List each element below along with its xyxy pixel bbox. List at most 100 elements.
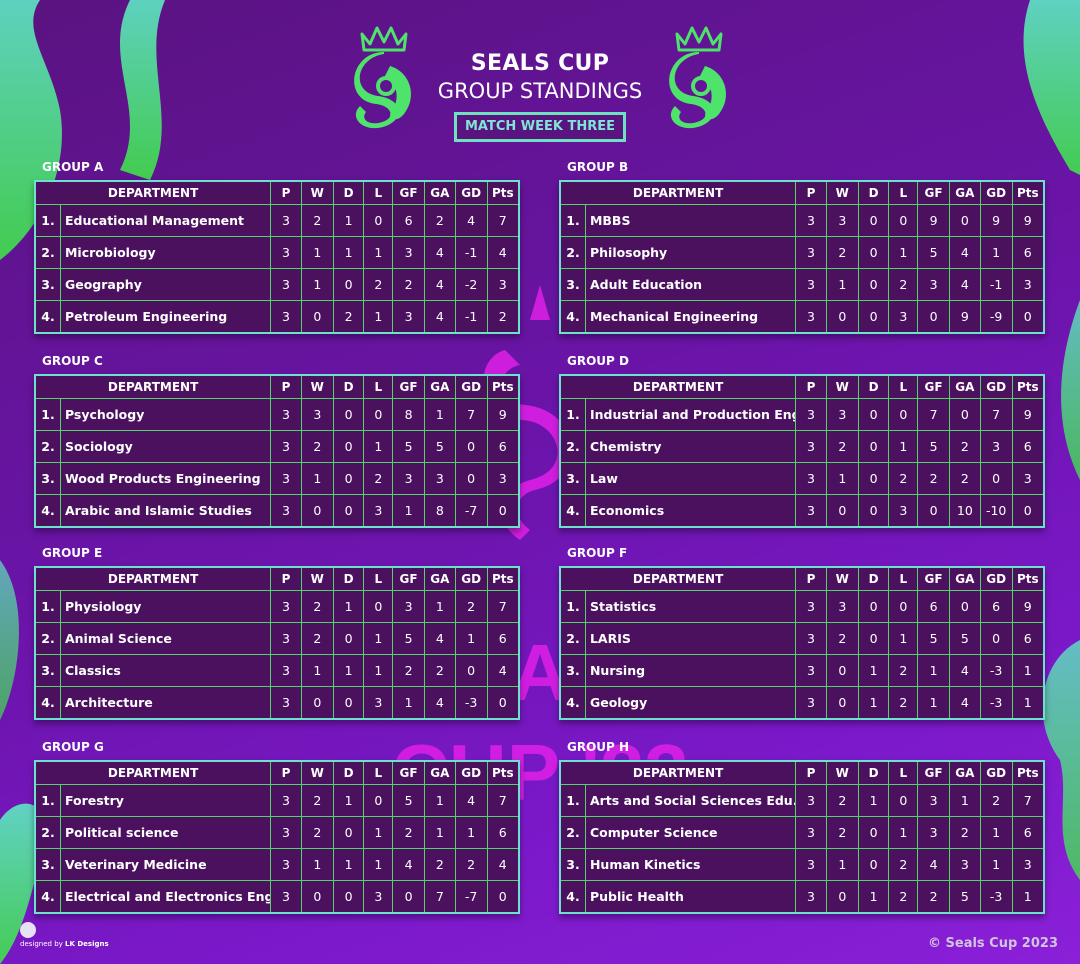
- department-cell: Human Kinetics: [584, 848, 797, 881]
- department-cell: Classics: [59, 654, 272, 687]
- seal-crown-logo-left: [354, 26, 412, 129]
- drawn-cell: 1: [857, 784, 890, 817]
- goals-against-cell: 3: [423, 462, 456, 495]
- drawn-cell: 0: [857, 430, 890, 463]
- copyright: © Seals Cup 2023: [927, 936, 1058, 951]
- drawn-cell: 0: [332, 430, 365, 463]
- goals-against-cell: 2: [423, 204, 456, 237]
- lost-cell: 1: [363, 654, 394, 687]
- goal-difference-cell: -3: [979, 654, 1013, 687]
- goals-against-cell: 4: [948, 654, 981, 687]
- goal-difference-cell: -1: [454, 300, 488, 334]
- column-header: GF: [917, 374, 950, 399]
- goals-against-cell: 9: [948, 300, 981, 334]
- lost-cell: 0: [363, 204, 394, 237]
- won-cell: 2: [300, 816, 334, 849]
- drawn-cell: 1: [332, 236, 365, 269]
- rank-cell: 2.: [34, 236, 61, 269]
- goal-difference-cell: 1: [979, 848, 1013, 881]
- points-cell: 1: [1011, 654, 1045, 687]
- drawn-cell: 0: [332, 398, 365, 431]
- lost-cell: 2: [888, 848, 919, 881]
- won-cell: 1: [300, 268, 334, 301]
- table-row: 3. Classics 3 1 1 1 2 2 0 4: [34, 654, 520, 687]
- column-header: P: [270, 180, 302, 205]
- column-header: Pts: [1011, 374, 1045, 399]
- column-header: Pts: [486, 566, 520, 591]
- goals-for-cell: 0: [917, 300, 950, 334]
- department-cell: Veterinary Medicine: [59, 848, 272, 881]
- column-header: DEPARTMENT: [34, 180, 272, 205]
- column-header: D: [332, 566, 365, 591]
- won-cell: 2: [825, 784, 859, 817]
- table-row: 4. Economics 3 0 0 3 0 10 -10 0: [559, 494, 1045, 528]
- column-header: GD: [454, 566, 488, 591]
- drawn-cell: 0: [857, 236, 890, 269]
- header-row: DEPARTMENT P W D L GF GA GD Pts: [34, 760, 520, 785]
- won-cell: 0: [300, 880, 334, 914]
- rank-cell: 3.: [559, 654, 586, 687]
- rank-cell: 4.: [34, 686, 61, 720]
- group-g: GROUP G DEPARTMENT P W D L GF GA GD Pts 1. Forestr…: [34, 740, 520, 914]
- page-title: SEALS CUP: [470, 51, 610, 76]
- column-header: Pts: [1011, 180, 1045, 205]
- column-header: P: [795, 760, 827, 785]
- lost-cell: 1: [363, 848, 394, 881]
- standings-table: DEPARTMENT P W D L GF GA GD Pts 1. Forestry 3 2 1 0 5 1 4…: [34, 760, 520, 914]
- goals-against-cell: 2: [423, 654, 456, 687]
- header-row: DEPARTMENT P W D L GF GA GD Pts: [34, 566, 520, 591]
- lost-cell: 1: [888, 622, 919, 655]
- goal-difference-cell: -3: [979, 880, 1013, 914]
- goal-difference-cell: 2: [454, 848, 488, 881]
- goal-difference-cell: 1: [979, 236, 1013, 269]
- points-cell: 4: [486, 654, 520, 687]
- goals-for-cell: 1: [917, 654, 950, 687]
- rank-cell: 3.: [34, 654, 61, 687]
- played-cell: 3: [270, 654, 302, 687]
- points-cell: 6: [1011, 622, 1045, 655]
- table-row: 3. Law 3 1 0 2 2 2 0 3: [559, 462, 1045, 495]
- won-cell: 0: [300, 300, 334, 334]
- column-header: GA: [948, 180, 981, 205]
- points-cell: 1: [1011, 686, 1045, 720]
- lost-cell: 3: [888, 494, 919, 528]
- table-row: 4. Arabic and Islamic Studies 3 0 0 3 1 8 -7 0: [34, 494, 520, 528]
- won-cell: 2: [300, 590, 334, 623]
- won-cell: 0: [825, 654, 859, 687]
- played-cell: 3: [270, 300, 302, 334]
- played-cell: 3: [795, 880, 827, 914]
- column-header: L: [363, 760, 394, 785]
- goal-difference-cell: 0: [454, 654, 488, 687]
- points-cell: 4: [486, 236, 520, 269]
- goals-for-cell: 1: [392, 686, 425, 720]
- goals-against-cell: 10: [948, 494, 981, 528]
- column-header: GF: [392, 566, 425, 591]
- goals-for-cell: 5: [392, 784, 425, 817]
- drawn-cell: 0: [332, 816, 365, 849]
- column-header: W: [825, 180, 859, 205]
- goals-for-cell: 5: [392, 430, 425, 463]
- rank-cell: 3.: [34, 462, 61, 495]
- drawn-cell: 1: [332, 654, 365, 687]
- drawn-cell: 0: [332, 622, 365, 655]
- played-cell: 3: [795, 848, 827, 881]
- goals-for-cell: 3: [392, 590, 425, 623]
- rank-cell: 3.: [559, 848, 586, 881]
- column-header: DEPARTMENT: [559, 180, 797, 205]
- goals-against-cell: 4: [423, 686, 456, 720]
- rank-cell: 4.: [559, 686, 586, 720]
- played-cell: 3: [795, 654, 827, 687]
- won-cell: 0: [300, 494, 334, 528]
- standings-table: DEPARTMENT P W D L GF GA GD Pts 1. Arts and Social…: [559, 760, 1045, 914]
- department-cell: Arabic and Islamic Studies: [59, 494, 272, 528]
- lost-cell: 0: [363, 590, 394, 623]
- goals-against-cell: 2: [948, 462, 981, 495]
- column-header: GD: [454, 374, 488, 399]
- header-row: DEPARTMENT P W D L GF GA GD Pts: [559, 760, 1045, 785]
- rank-cell: 2.: [34, 430, 61, 463]
- points-cell: 6: [1011, 236, 1045, 269]
- group-f: GROUP F DEPARTMENT P W D L GF GA GD Pts 1. Statist…: [559, 546, 1045, 720]
- points-cell: 4: [486, 848, 520, 881]
- drawn-cell: 0: [332, 494, 365, 528]
- played-cell: 3: [270, 686, 302, 720]
